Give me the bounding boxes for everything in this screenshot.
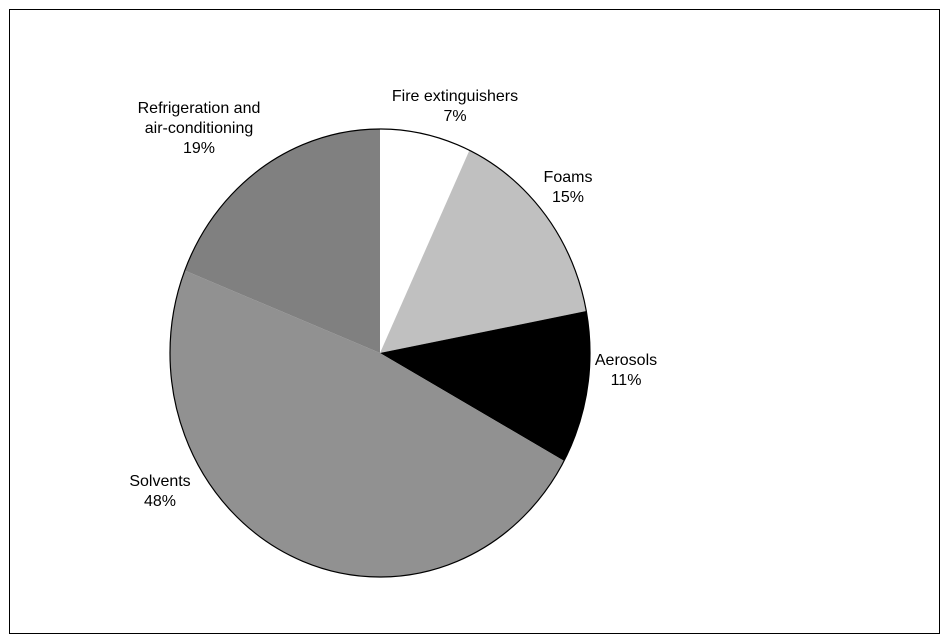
data-label-aerosols-name: Aerosols	[595, 352, 657, 369]
data-label-refrigeration-and-air-conditioning-name: Refrigeration and	[138, 100, 261, 117]
pie-chart: Fire extinguishers 7% Foams 15% Aerosols 11% S…	[129, 88, 657, 578]
pie-slice-refrigeration-and-air-conditioning	[184, 129, 380, 353]
pie-labels: Fire extinguishers 7% Foams 15% Aerosols 11% S…	[129, 88, 657, 510]
pie-outline	[169, 128, 591, 578]
pie-slice-aerosols	[380, 311, 590, 461]
pie-slice-foams	[380, 150, 587, 353]
data-label-refrigeration-and-air-conditioning-value: 19%	[183, 140, 215, 157]
data-label-solvents-value: 48%	[144, 493, 176, 510]
data-label-foams-value: 15%	[552, 189, 584, 206]
data-label-refrigeration-and-air-conditioning-name: air-conditioning	[145, 120, 254, 137]
data-label-foams-name: Foams	[544, 169, 593, 186]
pie-slice-solvents	[170, 270, 565, 577]
data-label-fire-extinguishers-value: 7%	[443, 108, 466, 125]
data-label-aerosols-value: 11%	[611, 372, 642, 389]
pie-slice-fire-extinguishers	[380, 129, 470, 353]
data-label-fire-extinguishers-name: Fire extinguishers	[392, 88, 518, 105]
data-label-solvents-name: Solvents	[129, 473, 190, 490]
pie-slices	[169, 128, 591, 578]
